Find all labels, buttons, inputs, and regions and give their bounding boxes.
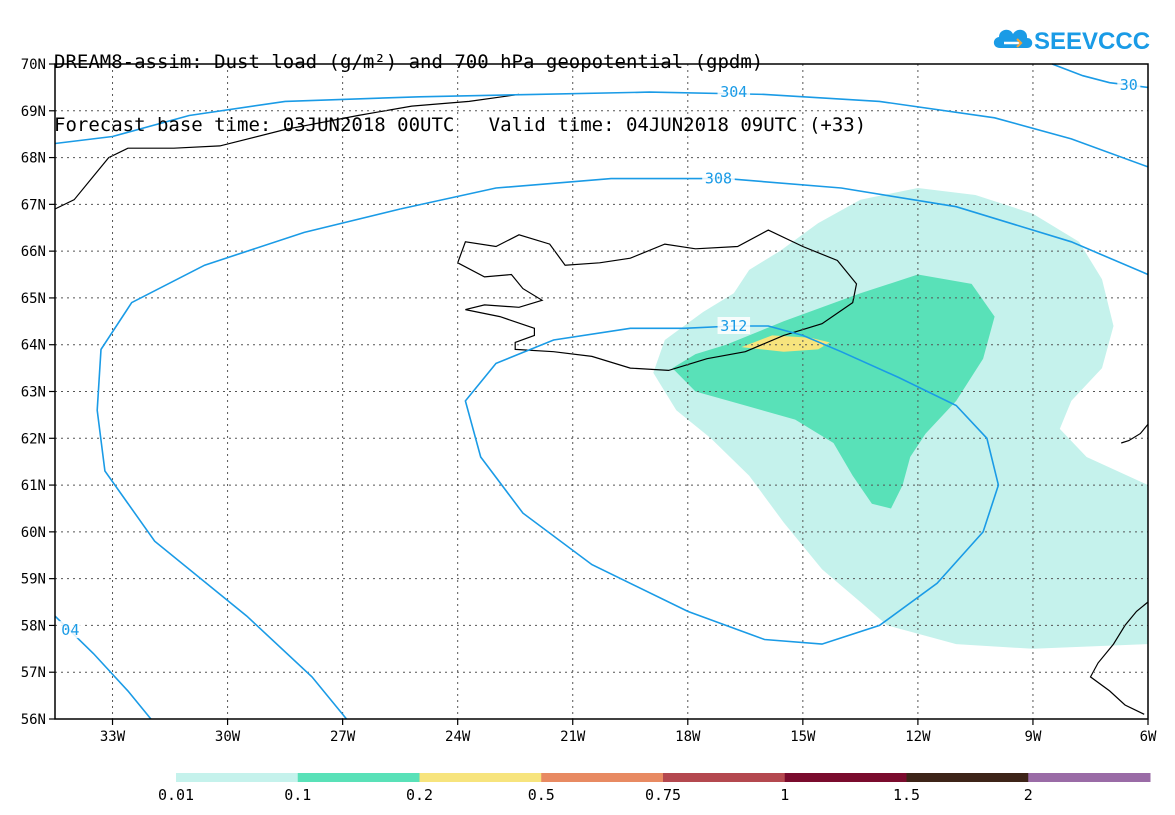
logo-text: SEEVCCC xyxy=(1034,28,1150,55)
colorbar-label: 0.1 xyxy=(284,786,311,804)
lat-tick-label: 69N xyxy=(21,104,46,120)
scotland-coastline xyxy=(1089,601,1149,715)
contour-label-bg xyxy=(58,621,82,639)
lon-tick-label: 15W xyxy=(790,729,816,745)
lat-tick-label: 64N xyxy=(21,338,46,354)
contour-label-bg xyxy=(717,83,751,101)
colorbar-label: 0.5 xyxy=(528,786,555,804)
contour-label: 304 xyxy=(720,83,747,101)
title-line-1: DREAM8-assim: Dust load (g/m²) and 700 h… xyxy=(54,51,764,73)
contour-label-bg xyxy=(1117,76,1141,94)
geopotential-contour-layer xyxy=(54,63,1149,720)
lon-tick-label: 18W xyxy=(675,729,701,745)
lat-tick-label: 70N xyxy=(21,57,46,73)
lat-tick-label: 67N xyxy=(21,197,46,213)
lon-tick-label: 30W xyxy=(215,729,241,745)
lat-tick-label: 61N xyxy=(21,478,46,494)
contour-label-layer: 04 304 30 308 312 xyxy=(58,76,1141,639)
gridline-layer xyxy=(55,64,1148,719)
lat-tick-label: 63N xyxy=(21,385,46,401)
contour-304-north xyxy=(54,91,1149,168)
lat-tick-label: 65N xyxy=(21,291,46,307)
lat-tick-label: 58N xyxy=(21,618,46,634)
colorbar-swatch xyxy=(297,773,420,782)
lon-tick-label: 27W xyxy=(330,729,356,745)
contour-label-bg xyxy=(717,317,751,334)
dust-region-02 xyxy=(741,335,830,352)
cloud-icon xyxy=(993,29,1033,48)
axis-layer: 33W 30W 27W 24W 21W 18W 15W 12W 9W 6W 56N 57N 58N 59N… xyxy=(21,57,1157,745)
iceland-coastline xyxy=(456,229,858,372)
contour-label: 312 xyxy=(720,317,747,335)
lon-tick-label: 12W xyxy=(905,729,931,745)
coastline-layer xyxy=(54,93,1149,715)
lon-tick-label: 9W xyxy=(1025,729,1042,745)
colorbar-label: 1.5 xyxy=(893,786,920,804)
contour-308 xyxy=(400,177,1149,276)
dust-layer xyxy=(653,188,1148,649)
contour-label: 04 xyxy=(61,621,79,639)
dust-region-01 xyxy=(672,274,995,509)
lon-tick-label: 6W xyxy=(1140,729,1157,745)
colorbar-label: 0.75 xyxy=(645,786,681,804)
colorbar: 0.01 0.1 0.2 0.5 0.75 1 1.5 2 xyxy=(158,773,1151,804)
colorbar-swatch xyxy=(663,773,786,782)
lat-tick-label: 59N xyxy=(21,572,46,588)
plot-area: 04 304 30 308 312 xyxy=(54,63,1149,720)
greenland-coastline xyxy=(54,93,520,210)
colorbar-label: 0.2 xyxy=(406,786,433,804)
lon-tick-label: 33W xyxy=(100,729,126,745)
colorbar-swatch xyxy=(176,773,299,782)
colorbar-swatch xyxy=(541,773,664,782)
colorbar-swatch xyxy=(419,773,542,782)
colorbar-swatch xyxy=(1028,773,1151,782)
contour-304-left-east xyxy=(96,208,401,720)
lat-tick-label: 62N xyxy=(21,431,46,447)
lat-tick-label: 57N xyxy=(21,665,46,681)
lat-tick-label: 56N xyxy=(21,712,46,728)
contour-312 xyxy=(464,325,1000,645)
colorbar-label: 2 xyxy=(1024,786,1033,804)
contour-label-bg xyxy=(702,169,735,187)
lat-tick-label: 60N xyxy=(21,525,46,541)
colorbar-label: 0.01 xyxy=(158,786,194,804)
faroe-shetland-coastline xyxy=(1121,423,1149,444)
contour-label: 308 xyxy=(705,170,732,188)
lat-tick-label: 66N xyxy=(21,244,46,260)
lon-tick-label: 21W xyxy=(560,729,586,745)
contour-label: 30 xyxy=(1120,76,1138,94)
seevccc-logo: SEEVCCC xyxy=(993,28,1150,55)
colorbar-label: 1 xyxy=(780,786,789,804)
lon-tick-label: 24W xyxy=(445,729,471,745)
lat-tick-label: 68N xyxy=(21,151,46,167)
colorbar-swatch xyxy=(784,773,907,782)
colorbar-swatch xyxy=(906,773,1029,782)
figure-title: DREAM8-assim: Dust load (g/m²) and 700 h… xyxy=(54,10,866,157)
title-line-2: Forecast base time: 03JUN2018 00UTC Vali… xyxy=(54,114,867,136)
